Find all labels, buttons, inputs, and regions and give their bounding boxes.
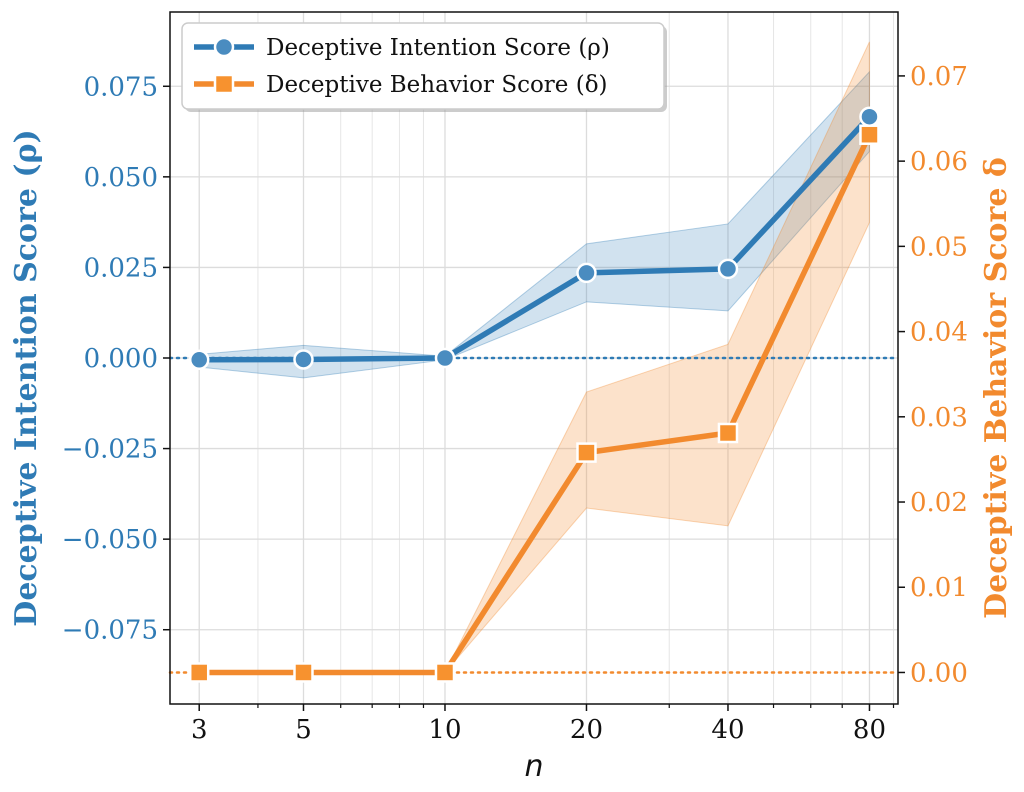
y-right-axis-title: Deceptive Behavior Score δ	[979, 157, 1014, 619]
y-right-tick-label: 0.02	[910, 488, 968, 518]
legend-behavior-label: Deceptive Behavior Score (δ)	[266, 72, 608, 98]
legend-square-marker	[213, 73, 235, 95]
y-left-tick-label: −0.050	[62, 525, 158, 555]
behavior-point	[717, 422, 739, 444]
y-right-tick-label: 0.03	[910, 403, 968, 433]
y-left-tick-label: −0.075	[62, 616, 158, 646]
intention-point	[188, 349, 210, 371]
behavior-series-line	[199, 133, 872, 676]
y-left-tick-label: 0.000	[84, 344, 158, 374]
intention-point	[434, 347, 456, 369]
y-left-axis-title: Deceptive Intention Score (ρ)	[9, 129, 44, 626]
legend-circle-marker	[213, 36, 235, 58]
y-right-tick-label: 0.06	[910, 147, 968, 177]
axes	[163, 11, 905, 711]
intention-series-line	[199, 114, 872, 363]
behavior-point	[434, 662, 456, 683]
x-tick-label: 80	[853, 715, 886, 745]
y-right-tick-label: 0.04	[910, 318, 968, 348]
y-right-tick-label: 0.07	[910, 62, 968, 92]
y-left-tick-label: −0.025	[62, 435, 158, 465]
y-right-tick-label: 0.01	[910, 573, 968, 603]
behavior-point	[859, 124, 880, 145]
behavior-point	[188, 662, 210, 683]
tick-labels: 0.0750.0500.0250.000−0.025−0.050−0.0750.…	[62, 62, 968, 745]
x-tick-label: 5	[295, 715, 312, 745]
series-markers	[188, 106, 880, 683]
legend-box	[181, 22, 665, 110]
y-left-tick-label: 0.025	[84, 253, 158, 283]
behavior-point	[576, 442, 597, 463]
x-tick-label: 40	[711, 715, 744, 745]
axis-titles: n Deceptive Intention Score (ρ) Deceptiv…	[9, 129, 1014, 784]
x-tick-label: 20	[570, 715, 603, 745]
intention-point	[576, 262, 597, 284]
intention-point	[293, 349, 314, 370]
intention-point	[859, 106, 880, 127]
y-left-tick-label: 0.050	[84, 163, 158, 193]
x-axis-title: n	[524, 749, 543, 784]
behavior-point	[293, 662, 314, 683]
y-right-tick-label: 0.05	[910, 232, 968, 262]
intention-point	[717, 258, 739, 280]
series-lines	[199, 114, 872, 676]
y-right-tick-label: 0.00	[910, 658, 968, 688]
x-tick-label: 10	[428, 715, 461, 745]
legend-intention-label: Deceptive Intention Score (ρ)	[266, 35, 610, 61]
x-tick-label: 3	[191, 715, 208, 745]
y-left-tick-label: 0.075	[84, 72, 158, 102]
legend: Deceptive Intention Score (ρ) Deceptive B…	[181, 22, 667, 112]
